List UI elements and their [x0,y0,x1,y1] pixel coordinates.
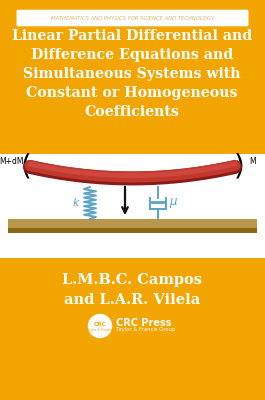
Text: M: M [250,158,256,166]
Text: and L.A.R. Vilela: and L.A.R. Vilela [64,293,200,307]
Text: Simultaneous Systems with: Simultaneous Systems with [23,67,241,81]
Text: ): ) [234,152,244,180]
Text: CRC Press: CRC Press [116,318,171,328]
Text: T: T [225,164,231,174]
Bar [8,219,257,228]
Text: Linear Partial Differential and: Linear Partial Differential and [12,29,252,43]
Text: T: T [34,164,40,174]
Text: Taylor & Francis: Taylor & Francis [87,328,113,332]
Circle shape [89,314,112,338]
Text: Coefficients: Coefficients [85,105,179,119]
Bar [0,154,265,258]
Text: Difference Equations and: Difference Equations and [31,48,233,62]
FancyBboxPatch shape [16,10,249,26]
Text: $\mu$: $\mu$ [169,196,178,210]
Text: Constant or Homogeneous: Constant or Homogeneous [26,86,238,100]
Text: L.M.B.C. Campos: L.M.B.C. Campos [62,273,202,287]
Text: M+dM: M+dM [0,158,24,166]
Text: Taylor & Francis Group: Taylor & Francis Group [116,328,175,332]
Bar [8,228,257,233]
Text: k: k [73,198,79,208]
Text: CRC: CRC [94,322,107,328]
Text: MATHEMATICS AND PHYSICS FOR SCIENCE AND TECHNOLOGY: MATHEMATICS AND PHYSICS FOR SCIENCE AND … [51,16,214,20]
Text: (: ( [21,152,31,180]
Text: $\rho g$: $\rho g$ [118,221,132,233]
